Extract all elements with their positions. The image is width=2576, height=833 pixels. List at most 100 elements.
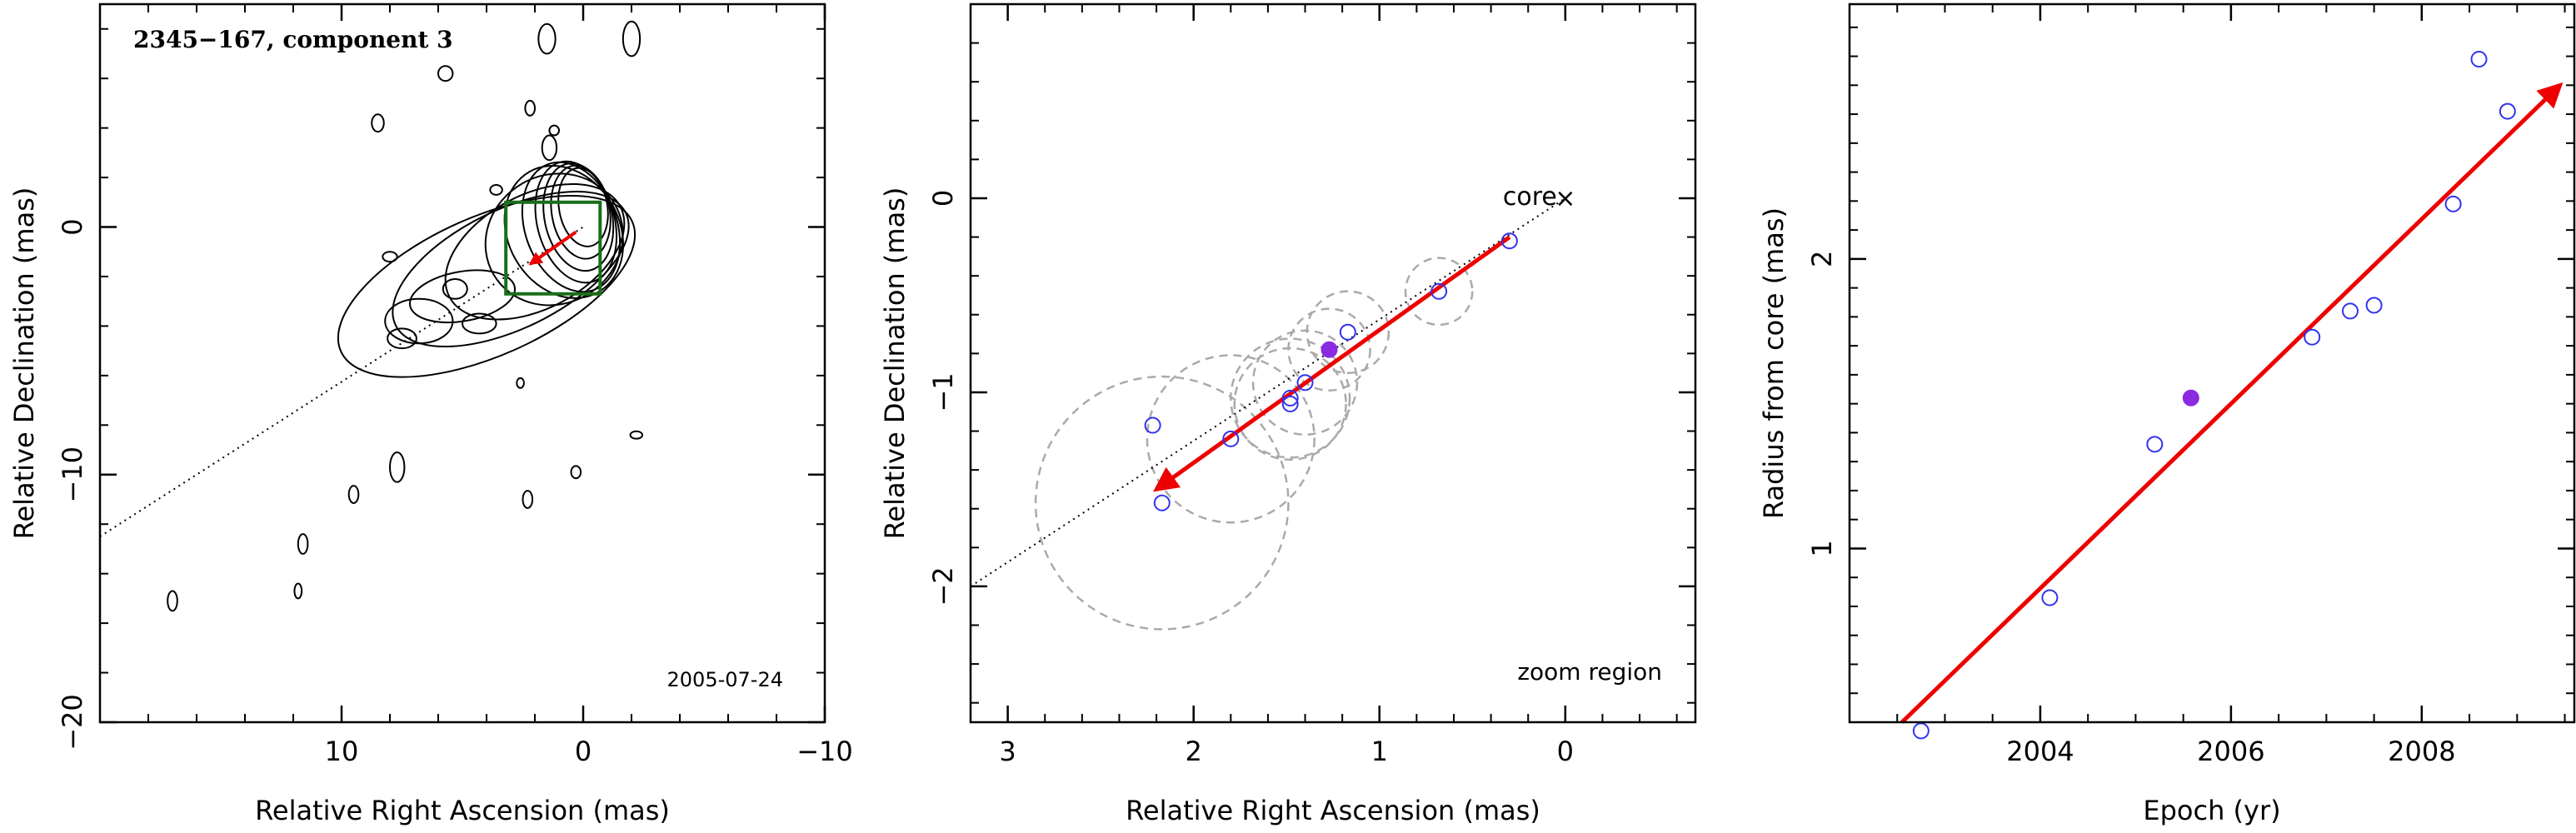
p1-x-tick-label: 10 [325, 736, 359, 767]
contour-line [489, 183, 503, 196]
contour-line [382, 251, 398, 263]
map-date-label: 2005-07-24 [667, 668, 783, 691]
panel-map: 10 0 −10 0 −10 −20 2345−167, component 3 200… [8, 2, 853, 826]
p3-y-tick-label: 2 [1806, 251, 1838, 267]
data-point-filled [1320, 341, 1338, 358]
contour-line [524, 99, 537, 117]
error-circle [1251, 329, 1359, 436]
data-point [1144, 416, 1161, 434]
zoom-frame [969, 2, 1697, 724]
data-point [1222, 430, 1240, 447]
data-point [1500, 232, 1518, 250]
contour-line [629, 430, 644, 440]
radius-frame [1848, 2, 2576, 724]
zoom-y-label: Relative Declination (mas) [879, 187, 911, 540]
data-point [2499, 102, 2516, 120]
contour-line [347, 485, 360, 504]
contour-line [408, 269, 517, 324]
p1-y-tick-label: −10 [57, 446, 88, 503]
contour-line [521, 161, 622, 293]
radius-points [1912, 51, 2516, 740]
data-point [2365, 297, 2383, 314]
map-jet-axis [99, 226, 584, 537]
p2-y-tick-label: −1 [927, 372, 959, 412]
data-point [2304, 328, 2321, 346]
p3-x-tick-label: 2008 [2388, 736, 2455, 767]
p2-x-tick-label: 1 [1371, 736, 1388, 767]
p3-x-tick-label: 2006 [2197, 736, 2264, 767]
zoom-points [1144, 232, 1518, 511]
p2-x-tick-label: 2 [1186, 736, 1202, 767]
map-y-label: Relative Declination (mas) [8, 187, 40, 540]
data-point [1430, 282, 1448, 300]
zoom-error-circles [1034, 257, 1474, 631]
contour-line [389, 451, 406, 483]
p1-y-tick-label: 0 [57, 218, 88, 235]
contour-line [542, 162, 615, 272]
zoom-core-cross-icon: × [1555, 184, 1575, 213]
map-x-axis: 10 0 −10 [99, 4, 853, 767]
p1-y-tick-label: −20 [57, 694, 88, 751]
contour-line [548, 124, 561, 137]
radius-y-axis: 12 [1806, 26, 2574, 695]
contour-line [437, 65, 454, 82]
contour-line [570, 465, 582, 480]
map-zoom-box [504, 200, 602, 296]
contour-line [462, 312, 497, 335]
contour-line [541, 134, 558, 162]
contour-line [522, 490, 534, 509]
data-point [1296, 374, 1314, 392]
zoom-jet-axis [970, 197, 1566, 587]
data-point [1153, 494, 1171, 511]
data-point [1339, 323, 1356, 341]
panel-radius: 2004 2006 2008 12 Epoch (yr) Radius from c… [1758, 2, 2576, 826]
data-point [1912, 722, 1930, 740]
data-point [2341, 302, 2359, 320]
p2-y-tick-label: −2 [927, 566, 959, 606]
p3-x-tick-label: 2004 [2006, 736, 2074, 767]
map-motion-arrow [528, 230, 577, 266]
radius-y-label: Radius from core (mas) [1758, 207, 1790, 519]
zoom-region-label: zoom region [1517, 658, 1662, 686]
contour-line [371, 113, 385, 133]
data-point [2041, 589, 2059, 606]
contour-line [537, 22, 557, 55]
contour-line [557, 167, 609, 247]
p2-y-tick-label: 0 [927, 190, 959, 207]
contour-line [516, 377, 525, 389]
contour-line [550, 164, 612, 260]
radius-x-axis: 2004 2006 2008 [1896, 4, 2566, 767]
map-x-label: Relative Right Ascension (mas) [255, 795, 670, 826]
data-point [2146, 436, 2164, 453]
error-circle [1233, 347, 1347, 461]
contour-line [297, 533, 309, 555]
data-point-filled [2182, 389, 2199, 407]
p1-x-tick-label: 0 [575, 736, 592, 767]
error-circle [1146, 354, 1315, 524]
radius-x-label: Epoch (yr) [2143, 795, 2280, 826]
error-circle [1034, 375, 1290, 631]
p1-x-tick-label: −10 [796, 736, 853, 767]
panel-zoom: core × 3 2 1 0 0 −1 −2 zoom region Relative R… [879, 2, 1697, 826]
data-point [2470, 51, 2488, 68]
error-circle [1287, 307, 1371, 392]
zoom-core-marker: core × [1503, 182, 1576, 213]
data-point [1281, 395, 1299, 412]
p2-x-tick-label: 3 [999, 736, 1016, 767]
zoom-motion-arrow [1153, 235, 1511, 492]
contour-line [442, 277, 468, 300]
contour-line [387, 327, 417, 350]
data-point [1281, 389, 1299, 407]
map-title: 2345−167, component 3 [133, 26, 453, 53]
contour-line [444, 182, 626, 321]
contour-line [167, 590, 178, 612]
map-frame [98, 2, 826, 724]
contour-line [337, 195, 637, 378]
contour-line [622, 20, 642, 57]
error-circle [1404, 257, 1474, 327]
zoom-x-label: Relative Right Ascension (mas) [1126, 795, 1540, 826]
p3-y-tick-label: 1 [1806, 540, 1838, 556]
zoom-core-label: core [1503, 182, 1557, 212]
radius-fit-arrow [1900, 82, 2564, 724]
